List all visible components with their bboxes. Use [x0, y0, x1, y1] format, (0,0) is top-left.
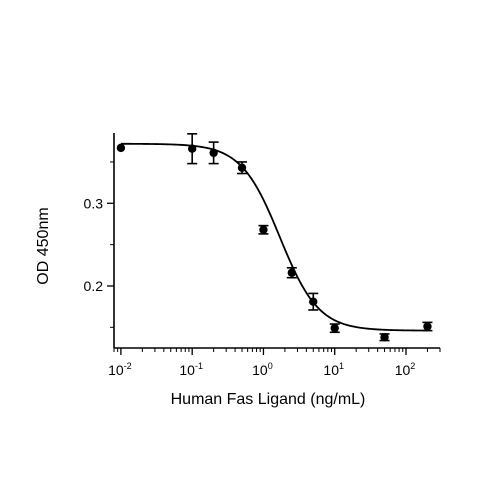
tick-marks [107, 161, 441, 355]
x-tick-label: 10-2 [108, 361, 132, 378]
y-axis-title: OD 450nm [35, 207, 52, 284]
data-point [187, 144, 197, 153]
data-point [423, 322, 432, 331]
y-tick-label: 0.3 [84, 195, 104, 211]
data-point [287, 268, 297, 277]
data-point [209, 148, 218, 158]
data-point [380, 333, 389, 342]
error-bars [187, 133, 433, 342]
data-point [116, 143, 126, 153]
data-point [237, 163, 247, 172]
data-point [309, 297, 318, 306]
x-tick-label: 102 [395, 361, 416, 378]
tick-labels: 10-2 10-1 100 101 102 0.2 0.3 [84, 195, 416, 378]
data-points [116, 143, 432, 342]
x-tick-label: 101 [323, 361, 344, 378]
fit-curve [120, 142, 428, 332]
axes [113, 133, 440, 349]
data-point [259, 225, 268, 234]
x-tick-label: 10-1 [179, 361, 203, 378]
y-tick-label: 0.2 [84, 278, 104, 294]
data-point [330, 323, 339, 333]
x-tick-label: 100 [252, 361, 273, 378]
x-axis-title: Human Fas Ligand (ng/mL) [171, 391, 366, 408]
